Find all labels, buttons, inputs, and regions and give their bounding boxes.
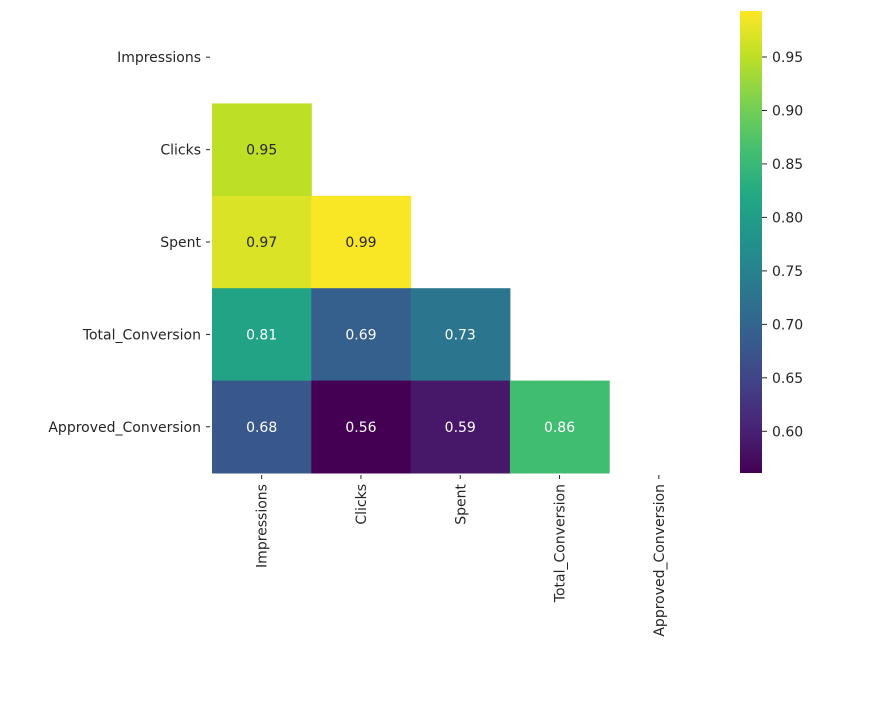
cell-annotation: 0.69 [345,327,376,343]
heatmap-cell [212,195,312,289]
colorbar-tick-label: 0.70 [772,317,803,333]
y-tick-label: Total_Conversion [82,327,201,343]
heatmap-cell [311,288,412,382]
heatmap-cell [410,288,511,382]
heatmap-cell [410,380,511,474]
x-tick-label: Spent [453,483,469,524]
colorbar-tick-label: 0.85 [772,157,803,173]
colorbar [740,11,762,473]
heatmap-cell [311,195,412,289]
cell-annotation: 0.99 [345,235,376,251]
x-tick-label: Impressions [255,484,271,568]
heatmap-cell [509,380,610,474]
cell-annotation: 0.86 [544,420,575,436]
x-tick-label: Clicks [354,484,370,525]
cell-annotation: 0.56 [345,420,376,436]
y-tick-label: Approved_Conversion [48,420,201,436]
x-tick-label: Approved_Conversion [652,484,668,637]
cell-annotation: 0.95 [246,143,277,159]
colorbar-tick-label: 0.65 [772,371,803,387]
heatmap-cell [212,380,312,474]
y-tick-label: Clicks [160,143,201,159]
cell-annotation: 0.73 [445,327,476,343]
colorbar-tick-label: 0.95 [772,50,803,66]
heatmap-cell [212,288,312,382]
colorbar-tick-label: 0.90 [772,103,803,119]
heatmap-cell [311,380,412,474]
cell-annotation: 0.97 [246,235,277,251]
colorbar-tick-label: 0.60 [772,424,803,440]
y-tick-label: Impressions [117,50,201,66]
x-tick-label: Total_Conversion [553,484,569,603]
heatmap-cell [212,103,312,197]
cell-annotation: 0.68 [246,420,277,436]
cell-annotation: 0.59 [445,420,476,436]
cell-annotation: 0.81 [246,327,277,343]
y-tick-label: Spent [160,235,201,251]
colorbar-tick-label: 0.75 [772,264,803,280]
colorbar-tick-label: 0.80 [772,210,803,226]
